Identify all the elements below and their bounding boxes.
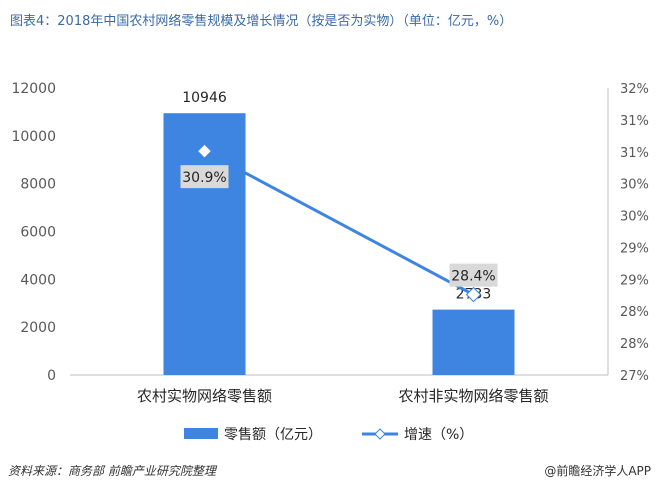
y-right-tick-label: 29% xyxy=(620,241,649,256)
x-tick-label: 农村实物网络零售额 xyxy=(137,387,272,405)
x-tick-label: 农村非实物网络零售额 xyxy=(398,387,548,405)
growth-point-marker xyxy=(465,286,482,303)
y-right-tick-label: 28% xyxy=(620,305,649,320)
y-left-tick-label: 12000 xyxy=(11,81,56,97)
source-note: 资料来源：商务部 前瞻产业研究院整理 xyxy=(8,464,216,478)
growth-label-box xyxy=(180,165,229,189)
growth-value-label: 28.4% xyxy=(451,269,495,285)
chart-title: 图表4：2018年中国农村网络零售规模及增长情况（按是否为实物）（单位：亿元，%… xyxy=(10,14,513,29)
y-left-tick-label: 2000 xyxy=(20,320,56,336)
y-right-tick-label: 29% xyxy=(620,273,649,288)
footer: 资料来源：商务部 前瞻产业研究院整理 @前瞻经济学人APP xyxy=(0,452,661,491)
y-left-tick-label: 4000 xyxy=(20,272,56,288)
bar xyxy=(432,309,515,375)
y-right-tick-label: 28% xyxy=(620,337,649,352)
legend-bar-swatch xyxy=(184,428,218,439)
growth-line xyxy=(203,149,475,296)
y-right-tick-label: 30% xyxy=(620,210,649,225)
growth-label-box xyxy=(449,263,498,287)
y-left-tick-label: 8000 xyxy=(20,177,56,193)
y-left-tick-label: 10000 xyxy=(11,129,56,145)
y-left-tick-label: 0 xyxy=(47,368,56,384)
y-right-tick-label: 32% xyxy=(620,82,649,97)
y-right-tick-label: 27% xyxy=(620,369,649,384)
credit-note: @前瞻经济学人APP xyxy=(544,464,651,478)
y-right-tick-label: 31% xyxy=(620,146,649,161)
growth-value-label: 30.9% xyxy=(182,170,226,186)
growth-point-marker xyxy=(196,143,213,159)
legend-line-label: 增速（%） xyxy=(404,427,473,443)
y-left-tick-label: 6000 xyxy=(20,225,56,241)
legend-line-marker xyxy=(374,428,386,440)
y-right-tick-label: 31% xyxy=(620,114,649,129)
y-right-tick-label: 30% xyxy=(620,178,649,193)
chart: 0 2000 4000 6000 8000 10000 12000 27% 28% 28% 29% 2… xyxy=(11,81,649,443)
bar-value-label: 10946 xyxy=(182,90,227,106)
legend-bar-label: 零售额（亿元） xyxy=(224,427,322,443)
